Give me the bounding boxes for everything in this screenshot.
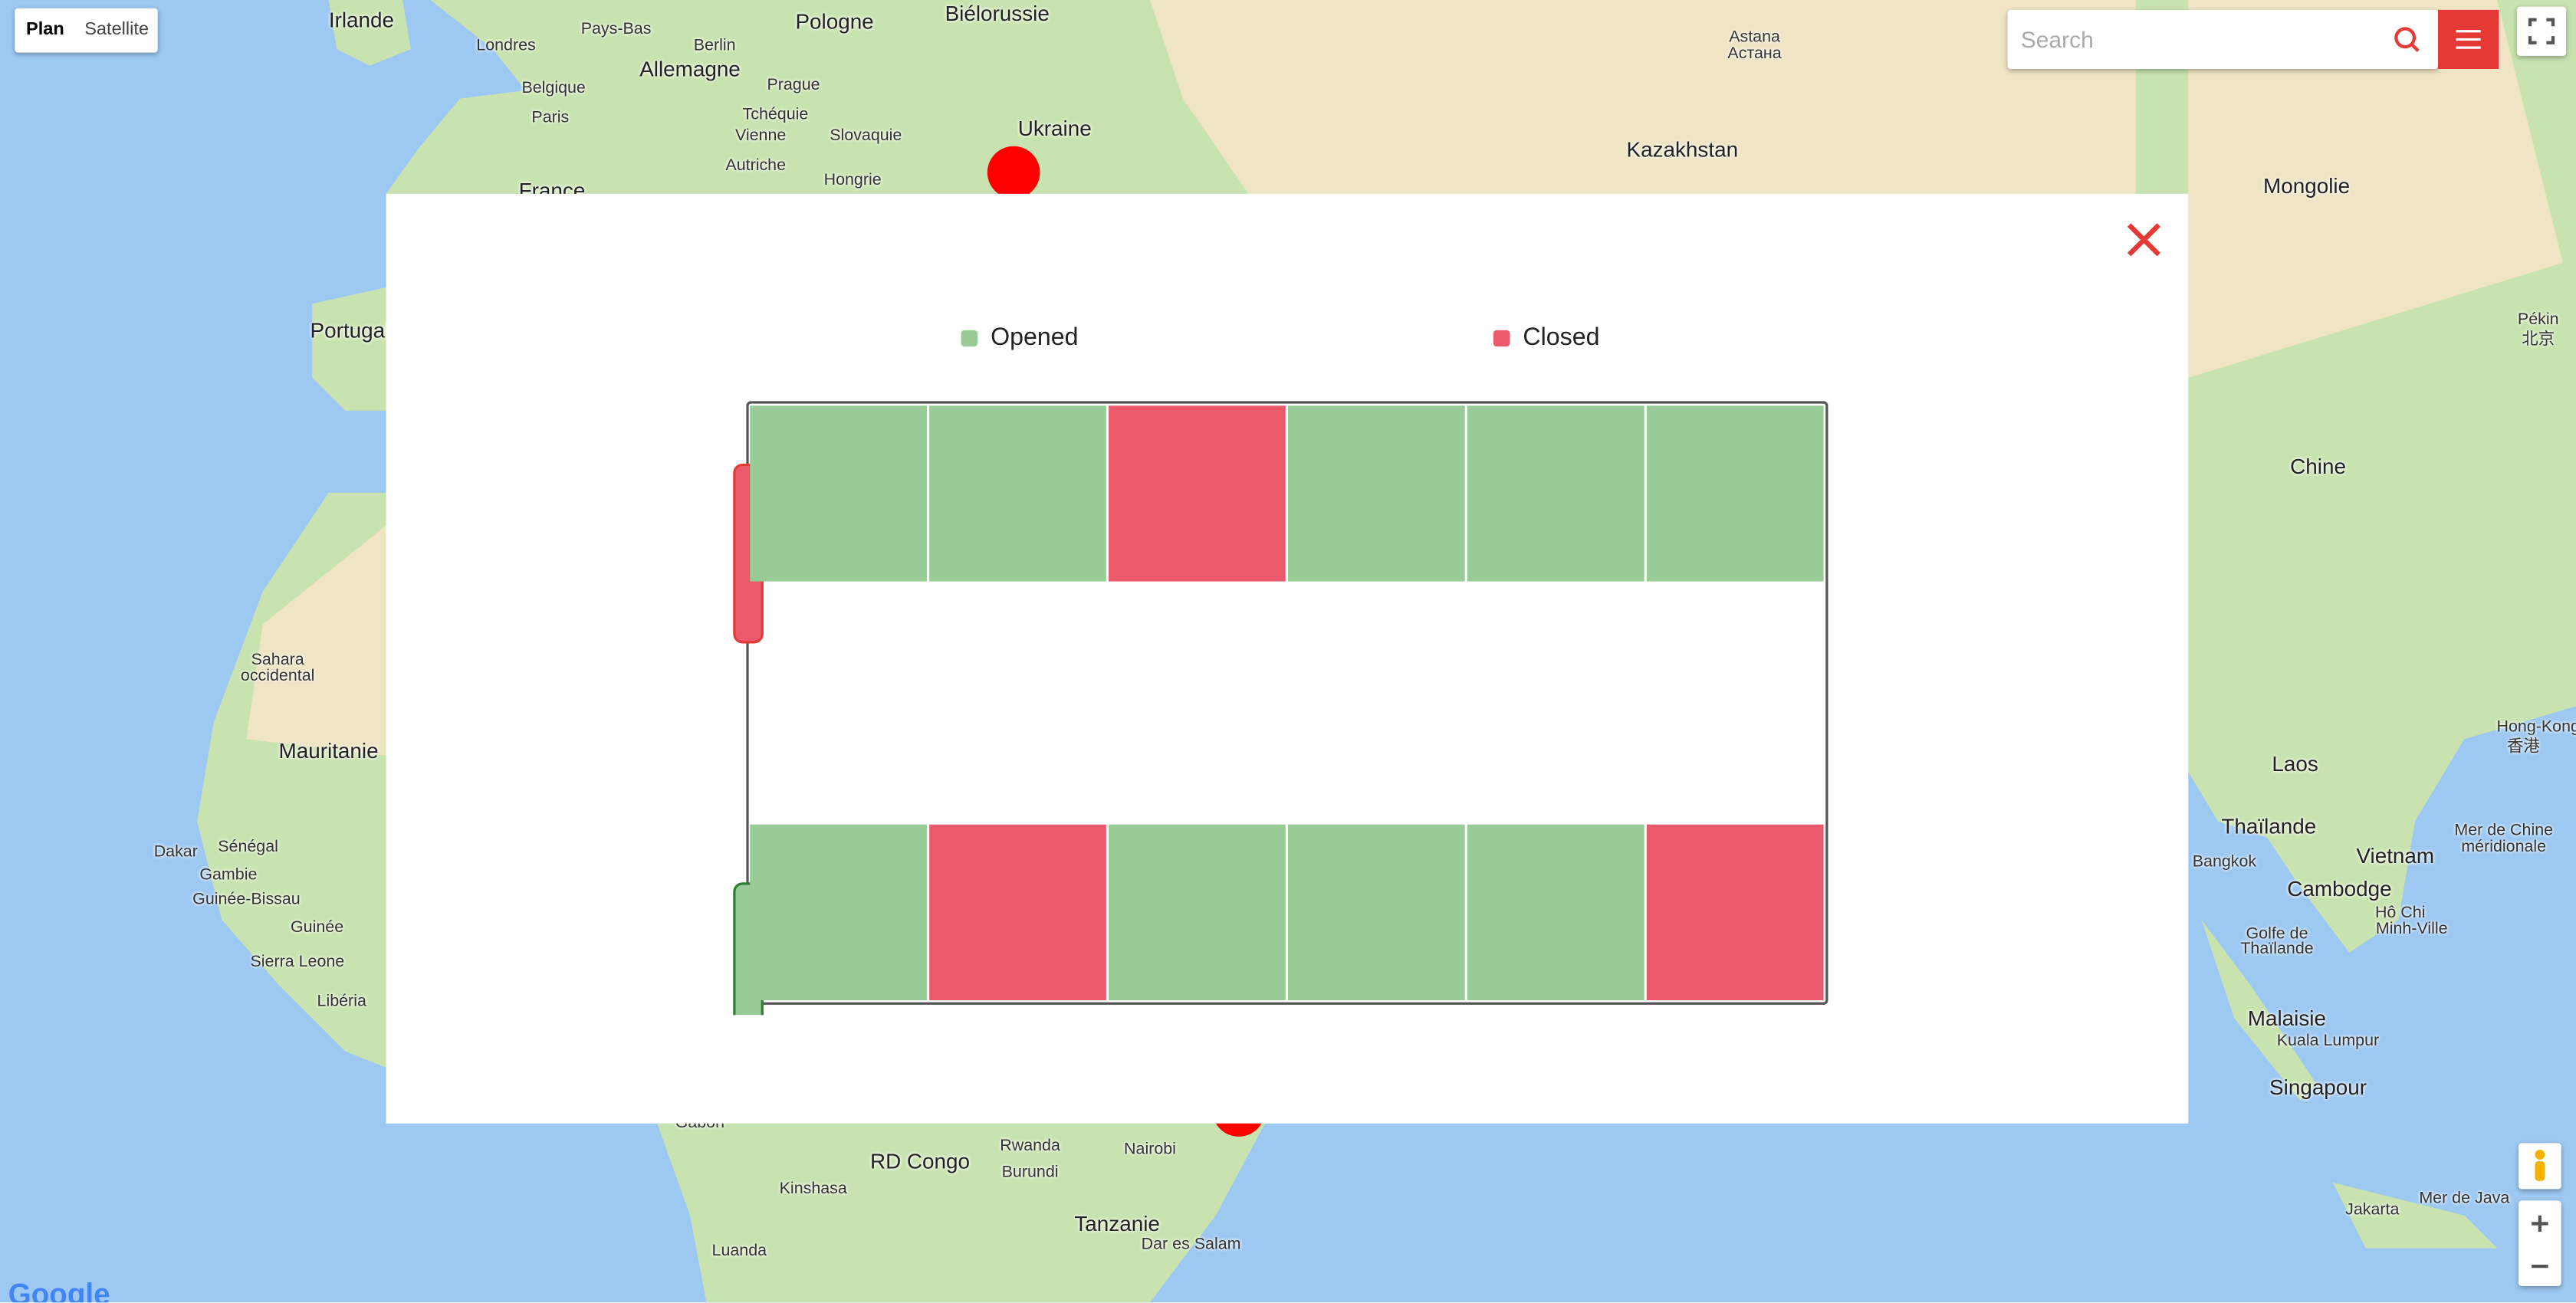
fullscreen-button[interactable] <box>2516 6 2567 56</box>
map-label: Pologne <box>795 8 874 34</box>
map-label: 北京 <box>2522 330 2555 350</box>
menu-button[interactable] <box>2438 9 2499 70</box>
map-label: Sénégal <box>218 838 278 857</box>
map-label: RD Congo <box>869 1148 971 1174</box>
map-label: Gambie <box>199 866 258 885</box>
map-type-control: Plan Satellite <box>15 8 158 53</box>
map-label: Allemagne <box>639 56 741 82</box>
legend-label: Opened <box>991 323 1079 352</box>
grid-cell[interactable] <box>929 824 1106 1001</box>
map-label: Ukraine <box>1017 116 1092 141</box>
map-label: Laos <box>2272 751 2318 776</box>
search-box[interactable]: Search <box>2007 9 2439 70</box>
map-label: Berlin <box>693 37 736 55</box>
zoom-control <box>2518 1200 2561 1286</box>
map-label: Portugal <box>310 317 390 343</box>
grid-cell[interactable] <box>1646 405 1824 582</box>
map-label: Irlande <box>328 7 395 32</box>
map-label: Sahara <box>251 651 304 670</box>
map-label: Nairobi <box>1124 1141 1176 1159</box>
map-label: Sierra Leone <box>250 953 345 972</box>
map-label: Thaïlande <box>2221 813 2317 839</box>
street-view-button[interactable] <box>2518 1143 2561 1190</box>
grid-cell[interactable] <box>929 405 1106 582</box>
map-label: Astana <box>1729 28 1780 48</box>
map-label: occidental <box>240 668 315 686</box>
map-label: Tanzanie <box>1074 1211 1160 1236</box>
map-label: Tchéquie <box>742 106 809 124</box>
grid-cell[interactable] <box>750 824 927 1001</box>
map-label: Kinshasa <box>779 1180 847 1199</box>
map-label: Hô Chi <box>2374 904 2426 923</box>
map-label: Libéria <box>317 993 366 1011</box>
grid-cell[interactable] <box>1288 405 1465 582</box>
legend-label: Closed <box>1523 323 1600 352</box>
map-label: Pays-Bas <box>580 20 652 39</box>
status-grid <box>733 401 1829 1016</box>
grid-cell[interactable] <box>1288 824 1465 1001</box>
map-label: Kazakhstan <box>1626 136 1739 162</box>
map-label: Jakarta <box>2345 1201 2400 1220</box>
map-label: Paris <box>531 109 570 128</box>
map-label: Hongrie <box>823 171 882 190</box>
grid-cell[interactable] <box>1467 405 1644 582</box>
close-button[interactable] <box>2126 222 2162 258</box>
map-label: Chine <box>2290 454 2346 479</box>
map-label: Mongolie <box>2263 173 2351 199</box>
map-label: Biélorussie <box>945 1 1050 26</box>
map-label: Rwanda <box>1000 1137 1060 1156</box>
legend-swatch <box>961 330 978 347</box>
map-label: Mauritanie <box>278 738 379 763</box>
satellite-button[interactable]: Satellite <box>84 19 150 40</box>
map-label: Vienne <box>734 127 787 146</box>
map-label: Belgique <box>521 79 586 98</box>
grid-cell[interactable] <box>1646 824 1824 1001</box>
legend-swatch <box>1493 330 1510 347</box>
map-label: Mer de Java <box>2419 1190 2510 1209</box>
grid-cell[interactable] <box>1109 824 1286 1001</box>
map-label: Luanda <box>711 1242 767 1261</box>
map-label: Prague <box>767 76 820 95</box>
map-label: Golfe de <box>2246 925 2308 944</box>
map-label: Minh-Ville <box>2375 921 2448 939</box>
grid-cell[interactable] <box>1467 824 1644 1001</box>
google-logo: Google <box>8 1278 110 1303</box>
map-label: Bangkok <box>2192 853 2257 871</box>
search-placeholder: Search <box>2020 26 2094 53</box>
map-label: Астана <box>1727 44 1782 64</box>
map-label: Singapour <box>2269 1075 2367 1100</box>
grid-cell[interactable] <box>750 405 927 582</box>
map-label: Mer de Chine <box>2454 822 2554 841</box>
map-label: Dar es Salam <box>1141 1236 1241 1255</box>
plan-button[interactable]: Plan <box>26 19 64 40</box>
map-label: Londres <box>476 37 536 55</box>
map-label: Pékin <box>2517 311 2559 330</box>
map-label: Burundi <box>1001 1164 1059 1182</box>
map-label: Guinée <box>291 918 344 937</box>
search-icon[interactable] <box>2392 25 2422 54</box>
map-label: Vietnam <box>2356 843 2435 868</box>
map-label: méridionale <box>2461 838 2547 857</box>
grid-cell[interactable] <box>1109 405 1286 582</box>
map-label: Cambodge <box>2287 876 2392 901</box>
map-label: Dakar <box>153 843 198 862</box>
map-marker[interactable] <box>987 146 1040 199</box>
map-label: Thaïlande <box>2240 940 2314 959</box>
map-label: Malaisie <box>2247 1006 2326 1031</box>
map-label: Hong-Kong <box>2496 718 2576 737</box>
map-label: Guinée-Bissau <box>192 891 301 910</box>
map-label: Slovaquie <box>830 127 902 146</box>
modal: Opened Closed <box>386 193 2189 1124</box>
map-label: 香港 <box>2507 738 2540 757</box>
map-label: Autriche <box>725 156 787 176</box>
map-label: Kuala Lumpur <box>2276 1032 2380 1051</box>
